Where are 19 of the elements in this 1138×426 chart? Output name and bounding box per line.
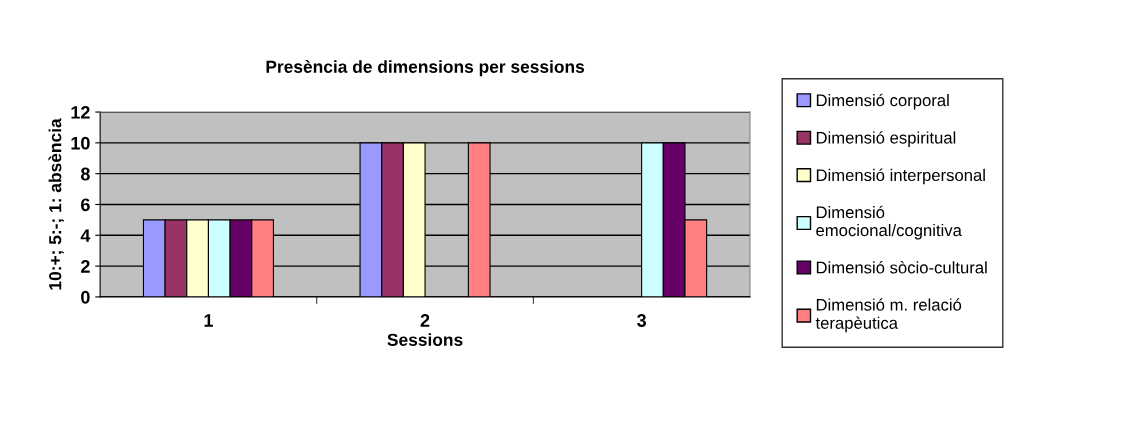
y-tick-label: 4 [80, 229, 91, 242]
legend-label: Dimensió interpersonal [816, 168, 985, 185]
legend-label: Dimensió corporal [816, 93, 949, 110]
y-tick-label: 12 [71, 105, 90, 119]
y-axis-title: 10:+; 5:-; 1: absència [48, 118, 64, 290]
legend-label: Dimensió m. relació terapèutica [815, 298, 962, 333]
y-tick-label: 8 [80, 167, 90, 181]
x-axis-title: Sessions [387, 333, 463, 346]
y-tick-label: 0 [81, 290, 90, 304]
x-tick-label: 2 [420, 314, 430, 327]
x-tick-label: 1 [204, 314, 213, 327]
y-tick-label: 10 [71, 136, 90, 150]
legend-label: Dimensió espiritual [816, 131, 956, 147]
y-tick-label: 2 [81, 260, 90, 273]
legend-label: Dimensió emocional/cognitiva [816, 205, 962, 240]
y-tick-label: 6 [81, 198, 90, 212]
chart-title: Presència de dimensions per sessions [266, 59, 585, 77]
x-tick-label: 3 [637, 314, 647, 327]
legend-label: Dimensió sòcio-cultural [816, 261, 987, 274]
